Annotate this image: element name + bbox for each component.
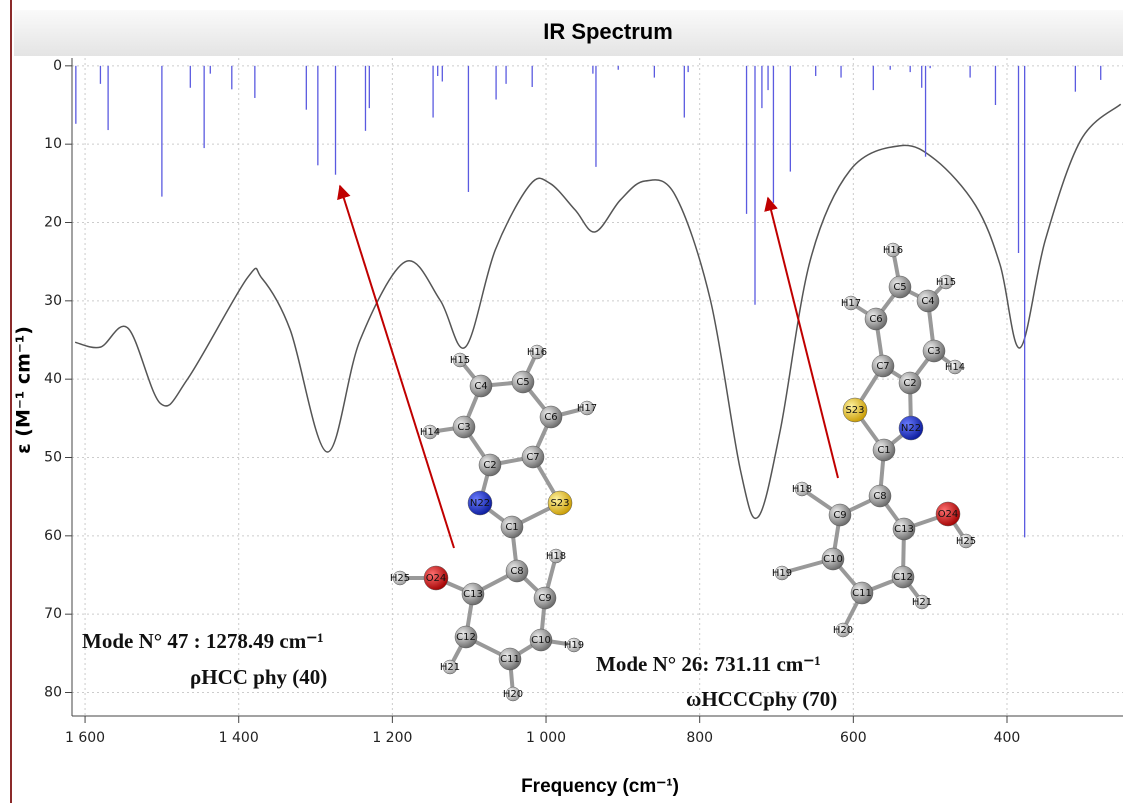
background [0,0,1123,803]
atom-label: H19 [772,568,792,579]
x-tick-label: 400 [994,730,1021,746]
atom-label: C13 [894,524,914,535]
atom-label: H21 [912,597,932,608]
y-tick-label: 80 [44,685,62,701]
annotation-title: Mode N° 26: 731.11 cm⁻¹ [596,652,821,676]
atom-label: H25 [390,573,410,584]
y-tick-label: 50 [44,450,62,466]
atom-label: H18 [546,551,566,562]
atom-label: H20 [503,689,523,700]
chart: IR Spectrum ε (M⁻¹ cm⁻¹) Frequency (cm⁻¹… [0,0,1123,803]
annotation-title: Mode N° 47 : 1278.49 cm⁻¹ [82,629,324,653]
atom-label: O24 [426,573,447,584]
atom-label: N22 [901,423,921,434]
atom-label: C11 [500,654,520,665]
x-tick-label: 1 400 [219,730,259,746]
atom-label: C10 [823,554,843,565]
atom-label: H14 [420,427,440,438]
y-tick-label: 0 [53,58,62,74]
atom-label: C10 [531,635,551,646]
atom-label: S23 [550,498,569,509]
atom-label: C5 [893,282,906,293]
atom-label: O24 [938,509,959,520]
x-tick-label: 1 000 [526,730,566,746]
atom-label: H21 [440,662,460,673]
y-tick-label: 70 [44,606,62,622]
atom-label: N22 [470,498,490,509]
atom-label: H17 [841,298,861,309]
atom-label: S23 [845,405,864,416]
chart-title: IR Spectrum [543,19,673,44]
x-tick-label: 600 [840,730,867,746]
atom-label: C6 [869,314,882,325]
atom-label: H20 [833,625,853,636]
x-tick-label: 1 600 [65,730,105,746]
atom-label: C2 [483,460,496,471]
annotation-text: ωHCCCphy (70) [686,687,837,711]
atom-label: H25 [956,536,976,547]
atom-label: C5 [516,377,529,388]
y-tick-label: 60 [44,528,62,544]
atom-label: C12 [893,572,913,583]
atom-label: C13 [463,589,483,600]
atom-label: C7 [526,452,539,463]
atom-label: C6 [544,412,557,423]
y-tick-label: 20 [44,215,62,231]
atom-label: H19 [564,640,584,651]
atom-label: C12 [456,632,476,643]
atom-label: C9 [833,510,846,521]
y-tick-label: 10 [44,136,62,152]
atom-label: C7 [876,361,889,372]
y-axis-label: ε (M⁻¹ cm⁻¹) [13,326,35,454]
x-tick-label: 1 200 [372,730,412,746]
atom-label: H18 [792,484,812,495]
atom-label: H16 [883,245,903,256]
atom-label: C3 [927,346,940,357]
atom-label: C4 [474,381,487,392]
atom-label: H15 [936,277,956,288]
atom-label: C2 [903,378,916,389]
atom-label: H15 [450,355,470,366]
x-axis-label: Frequency (cm⁻¹) [521,776,679,797]
atom-label: H17 [577,403,597,414]
atom-label: C8 [510,566,523,577]
x-tick-label: 800 [686,730,713,746]
atom-label: C8 [873,491,886,502]
atom-label: C9 [538,593,551,604]
y-tick-label: 40 [44,371,62,387]
atom-label: C1 [505,522,518,533]
atom-label: C4 [921,296,934,307]
atom-label: C3 [457,422,470,433]
atom-label: H16 [527,347,547,358]
y-tick-label: 30 [44,293,62,309]
annotation-text: ρHCC phy (40) [190,665,327,689]
atom-label: H14 [945,362,965,373]
atom-label: C1 [877,445,890,456]
atom-label: C11 [852,588,872,599]
